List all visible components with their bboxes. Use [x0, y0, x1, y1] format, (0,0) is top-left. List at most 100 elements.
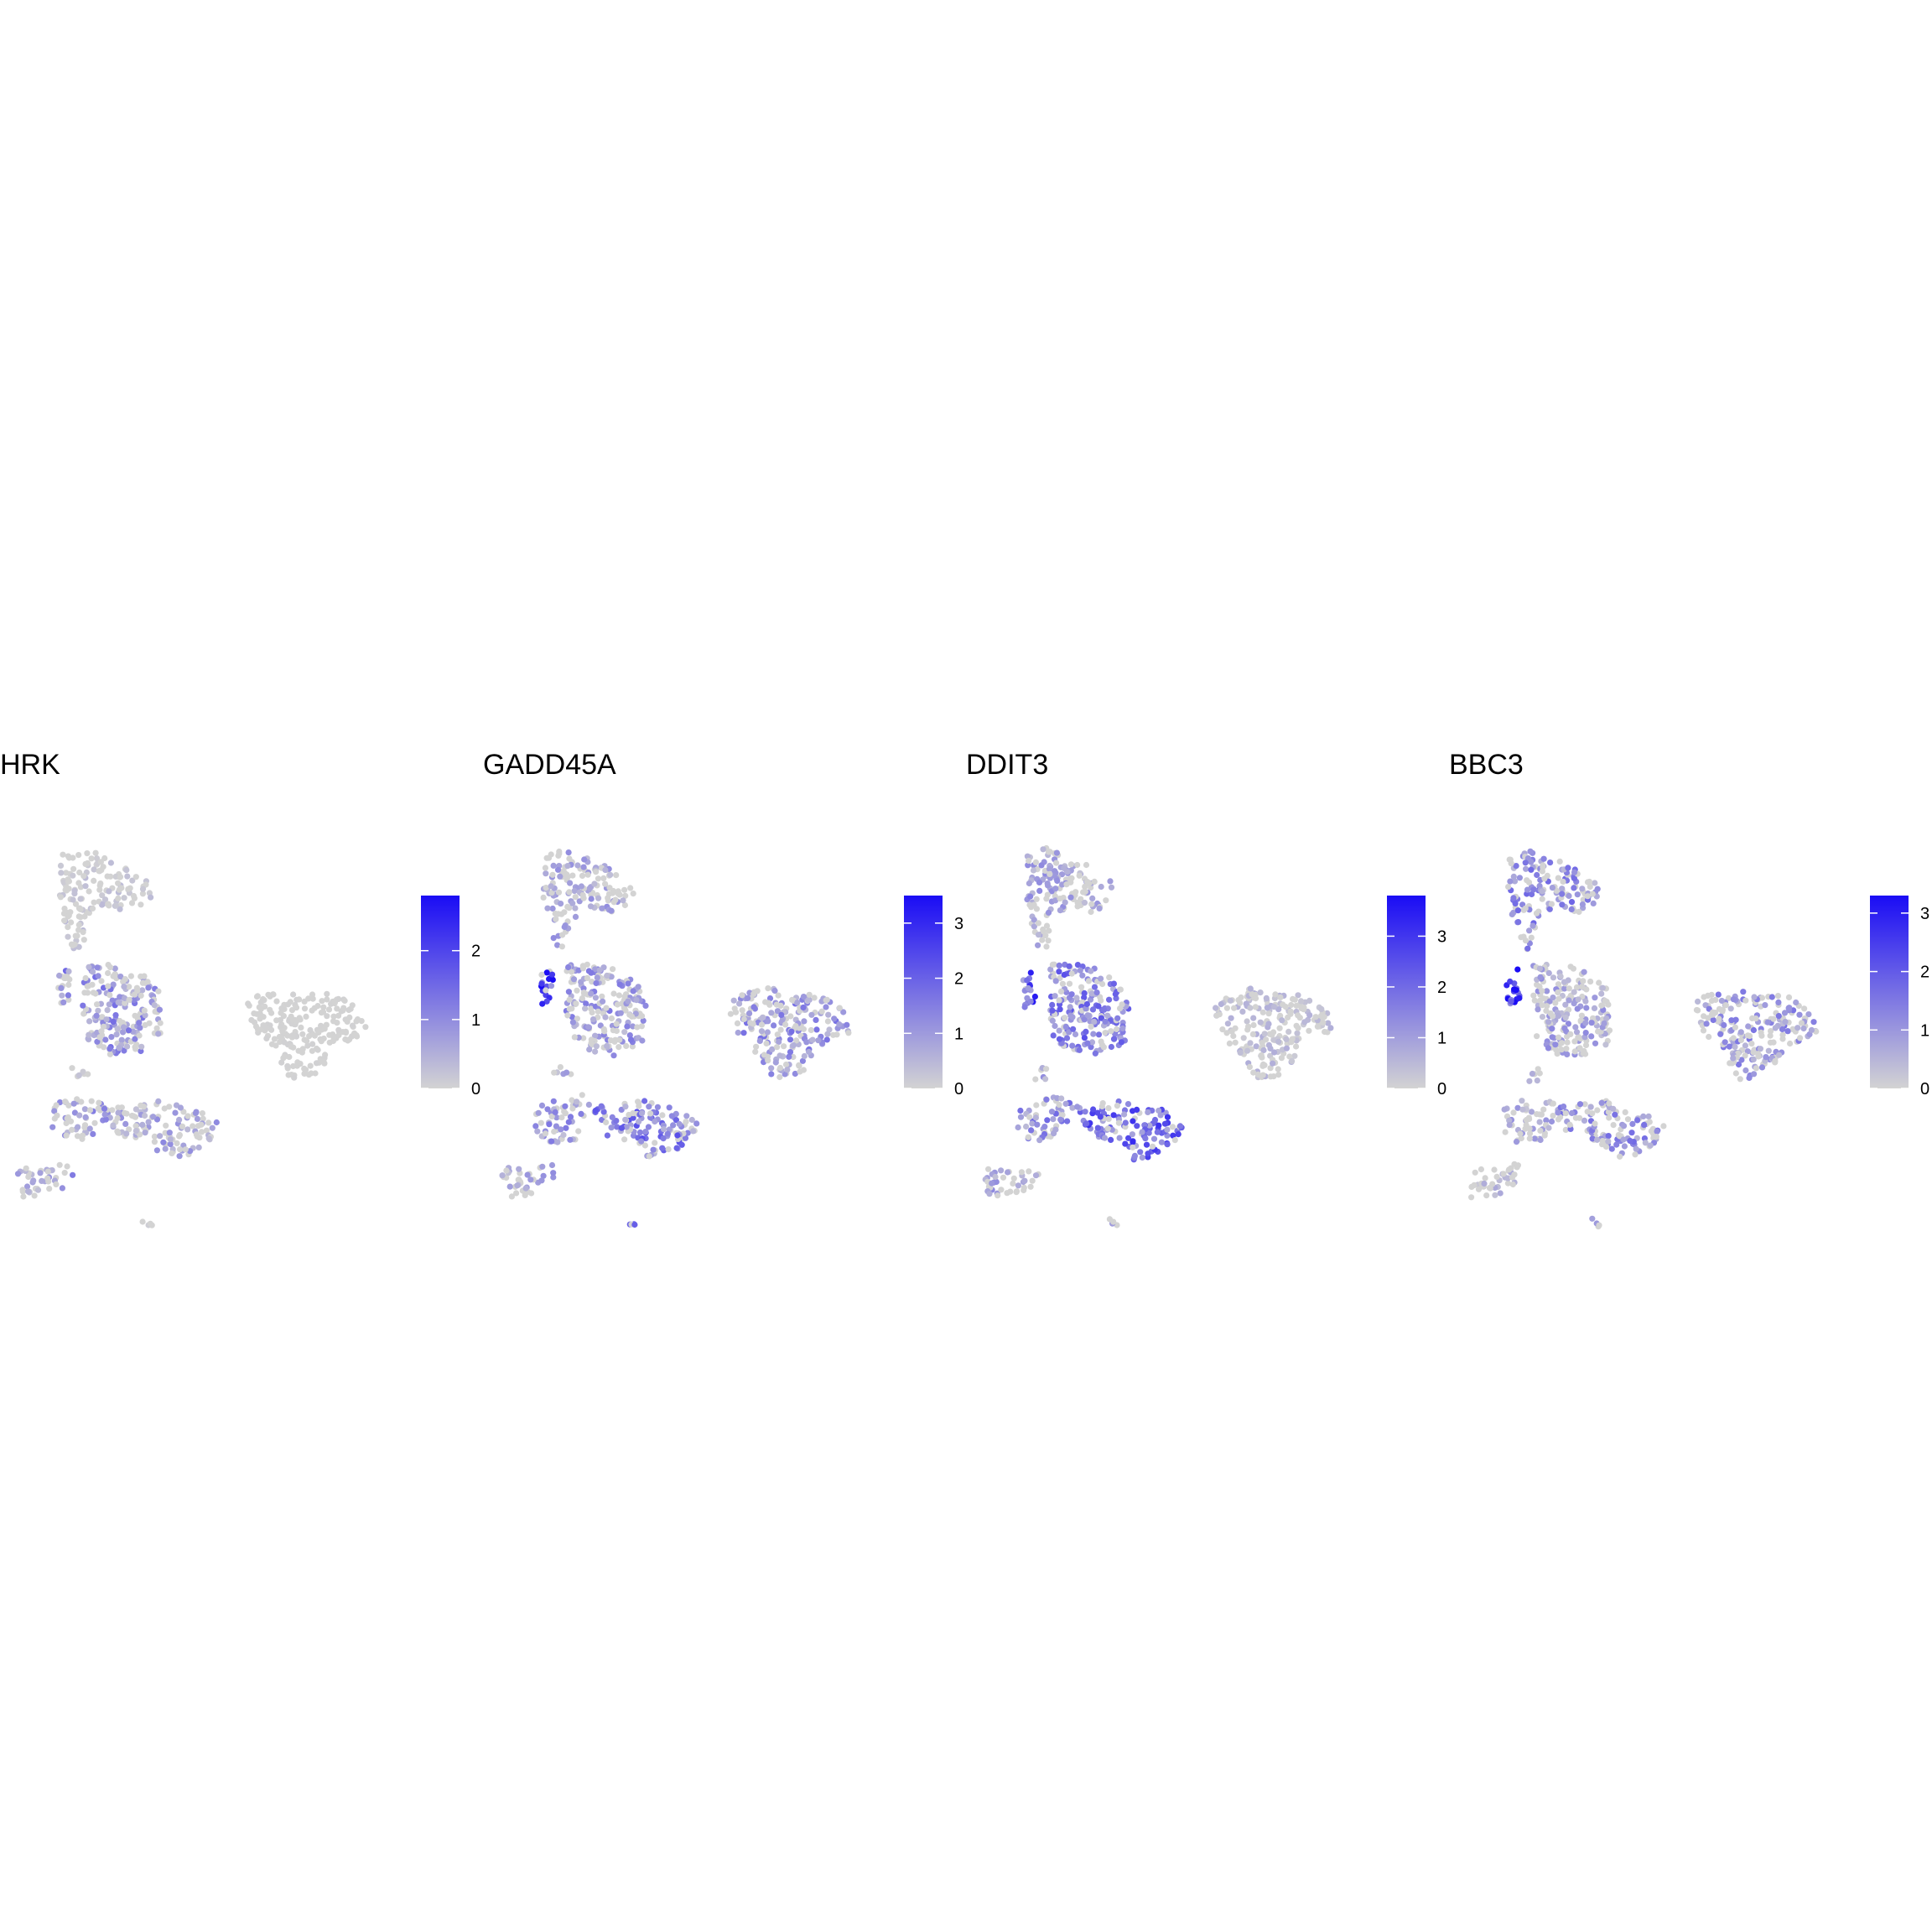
cell-point: [758, 1021, 766, 1028]
cell-point: [63, 1132, 70, 1139]
cell-point: [1015, 1124, 1021, 1131]
cell-point: [1528, 1109, 1535, 1115]
cell-point: [1063, 1035, 1071, 1041]
cell-point: [652, 1118, 658, 1125]
cell-point: [1031, 917, 1037, 923]
cell-point: [110, 981, 117, 988]
cell-point: [1139, 1129, 1145, 1135]
cell-point: [198, 1129, 205, 1135]
cell-point: [1539, 888, 1545, 895]
cell-point: [341, 997, 348, 1004]
cell-point: [608, 1015, 615, 1022]
cell-point: [594, 974, 600, 981]
cell-point: [1157, 1112, 1164, 1119]
cell-point: [1742, 997, 1749, 1004]
cell-point: [621, 1136, 628, 1143]
cell-point: [319, 1009, 327, 1015]
cell-point: [1596, 979, 1602, 986]
cell-point: [1602, 997, 1608, 1005]
cell-point: [1032, 859, 1039, 865]
cell-point: [101, 1111, 108, 1118]
cell-point: [516, 1166, 522, 1172]
cell-point: [1325, 1020, 1332, 1026]
cell-point: [998, 1187, 1005, 1193]
cell-point: [1606, 1100, 1613, 1107]
cell-point: [825, 1011, 832, 1018]
cell-point: [1275, 1072, 1282, 1078]
cell-point: [120, 1029, 127, 1036]
cell-point: [776, 1038, 782, 1046]
cell-point: [1572, 1114, 1579, 1121]
cell-point: [1106, 974, 1113, 981]
cell-point: [548, 1161, 556, 1169]
cell-point: [1505, 884, 1512, 891]
cell-point: [1634, 1117, 1641, 1124]
cell-point: [1072, 889, 1079, 896]
cell-point: [1044, 1117, 1051, 1124]
cell-point: [138, 992, 144, 999]
cell-point: [522, 1185, 529, 1192]
cell-point: [840, 1009, 847, 1015]
cell-point: [1810, 1019, 1817, 1026]
cell-point: [1505, 1166, 1513, 1173]
cell-point: [752, 1048, 759, 1055]
cell-point: [123, 867, 130, 874]
cell-point: [1583, 986, 1590, 993]
cell-point: [1038, 862, 1045, 869]
cell-point: [514, 1182, 521, 1189]
cell-point: [1718, 997, 1725, 1005]
cell-point: [670, 1122, 677, 1129]
cell-point: [1482, 1175, 1488, 1182]
cell-point: [587, 903, 595, 910]
cell-point: [1058, 1095, 1065, 1102]
cell-point: [70, 872, 76, 879]
cell-point: [98, 1028, 105, 1035]
cell-point: [1633, 1145, 1639, 1152]
cell-point: [1322, 1028, 1328, 1036]
cell-point: [136, 1020, 143, 1026]
cell-point: [593, 1043, 600, 1050]
cell-point: [1700, 1027, 1707, 1034]
cell-point: [138, 1102, 144, 1109]
cell-point: [1108, 1028, 1114, 1035]
cell-point: [636, 1119, 642, 1125]
cell-point: [1027, 969, 1034, 976]
cell-point: [1026, 857, 1032, 865]
cell-point: [1150, 1135, 1158, 1142]
cell-point: [1110, 980, 1117, 987]
cell-point: [70, 1171, 76, 1178]
cell-point: [638, 1138, 645, 1145]
cell-point: [1033, 896, 1040, 902]
cell-point: [1628, 1130, 1635, 1136]
cell-point: [1015, 1182, 1021, 1189]
cell-point: [1511, 878, 1519, 885]
cell-point: [1568, 899, 1576, 906]
cell-point: [96, 886, 103, 893]
color-legend: 0 1 2: [419, 896, 520, 1114]
cell-point: [596, 967, 603, 974]
cell-point: [549, 976, 556, 983]
cell-point: [49, 1124, 56, 1130]
cell-point: [1052, 978, 1059, 984]
cell-point: [781, 1043, 787, 1050]
cell-point: [630, 1114, 636, 1121]
cell-point: [566, 996, 573, 1003]
cell-point: [1175, 1131, 1182, 1138]
cell-point: [774, 1031, 781, 1038]
cell-point: [1522, 905, 1529, 911]
cell-point: [1289, 1036, 1296, 1042]
cell-point: [551, 1128, 558, 1135]
cell-point: [1294, 1030, 1301, 1036]
cell-point: [765, 1000, 772, 1006]
cell-point: [1592, 1120, 1598, 1127]
cell-point: [1074, 903, 1081, 910]
cell-point: [1270, 1004, 1277, 1010]
cell-point: [1527, 848, 1534, 854]
cell-point: [1737, 1029, 1744, 1036]
cell-point: [81, 1106, 88, 1113]
cell-point: [60, 999, 67, 1005]
cell-point: [1510, 895, 1517, 901]
cell-point: [86, 888, 92, 895]
cell-point: [314, 1046, 321, 1053]
cell-point: [61, 906, 68, 912]
